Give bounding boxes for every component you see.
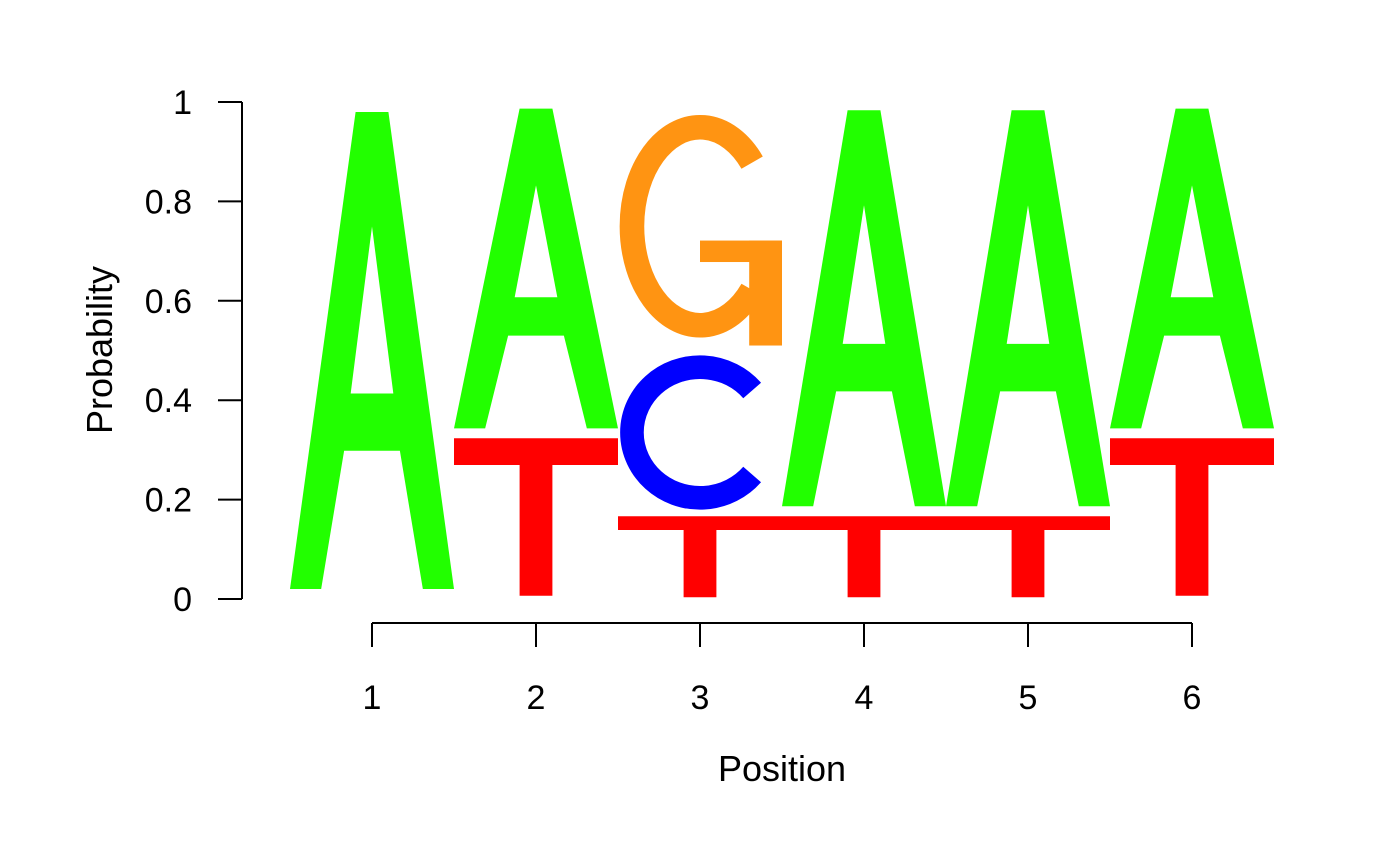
x-tick-label: 2 [527, 679, 546, 717]
logo-letter-T [782, 516, 946, 598]
logo-letter-G [619, 115, 782, 346]
logo-letter-A [1110, 108, 1274, 429]
logo-letter-A [454, 108, 618, 429]
y-ticks: 0 0.2 0.4 0.6 0.8 1 [145, 84, 242, 619]
logo-letter-C [620, 355, 762, 510]
y-tick-label: 0.4 [145, 382, 192, 420]
y-tick-label: 0.2 [145, 482, 192, 520]
x-axis: 1 2 3 4 5 6 [363, 622, 1202, 717]
y-tick-label: 1 [173, 84, 192, 122]
y-tick-label: 0 [173, 581, 192, 619]
y-tick-label: 0.8 [145, 183, 192, 221]
logo-letter-T [1110, 438, 1274, 596]
x-tick-label: 4 [855, 679, 874, 717]
logo-letter-A [782, 110, 946, 507]
x-axis-title: Position [718, 748, 846, 789]
x-ticks: 1 2 3 4 5 6 [363, 623, 1202, 717]
logo-letter-T [946, 516, 1110, 598]
x-tick-label: 1 [363, 679, 382, 717]
x-tick-label: 6 [1183, 679, 1202, 717]
logo-letters [290, 108, 1274, 598]
logo-letter-A [290, 111, 454, 590]
x-tick-label: 3 [691, 679, 710, 717]
y-tick-label: 0.6 [145, 283, 192, 321]
logo-letter-T [618, 516, 782, 598]
y-axis-title: Probability [79, 266, 120, 434]
logo-letter-T [454, 438, 618, 596]
logo-letter-A [946, 110, 1110, 507]
x-tick-label: 5 [1019, 679, 1038, 717]
y-axis: 0 0.2 0.4 0.6 0.8 1 [145, 84, 243, 619]
